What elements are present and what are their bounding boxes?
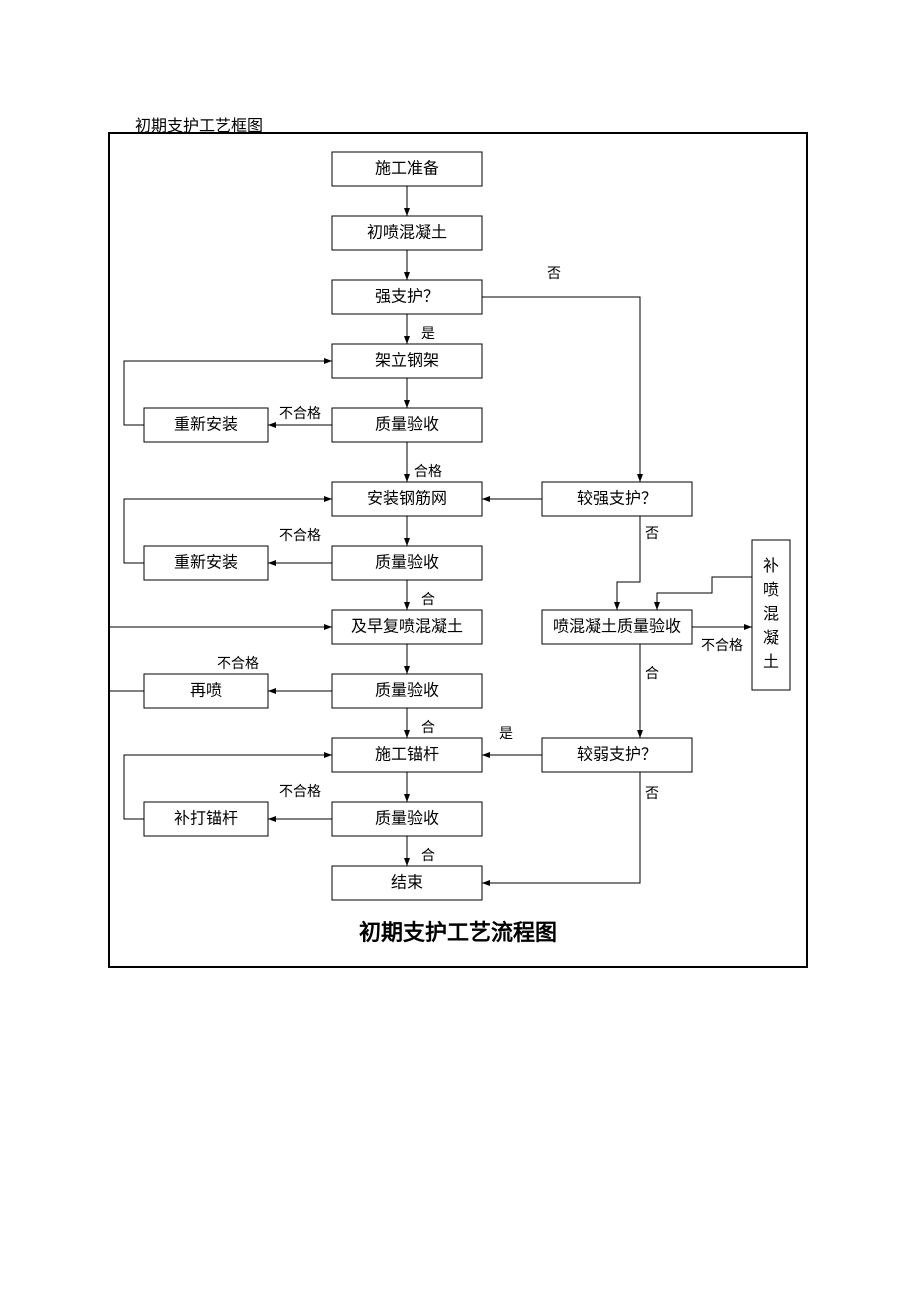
node-label: 质量验收 [375,682,439,700]
node-label: 及早复喷混凝土 [351,618,463,636]
node-label: 安装钢筋网 [367,490,447,508]
node-label: 喷 [763,581,779,599]
node-label: 较强支护？ [577,490,657,508]
edge-label: 合 [421,848,435,864]
edge-label: 合 [421,720,435,736]
node-label: 混 [763,605,779,623]
node-n10: 施工锚杆 [332,738,482,772]
node-n12: 结束 [332,866,482,900]
node-n5: 质量验收 [332,408,482,442]
edge-label: 不合格 [279,406,321,422]
edge-label: 不合格 [279,528,321,544]
diagram-title: 初期支护工艺流程图 [359,920,557,945]
node-label: 强支护？ [375,288,439,306]
edge-label: 否 [645,527,659,542]
edge-label: 否 [547,267,561,282]
node-label: 架立钢架 [375,352,439,370]
node-label: 施工准备 [375,160,439,178]
node-label: 质量验收 [375,810,439,828]
node-label: 重新安装 [174,416,238,434]
edge-label: 不合格 [701,638,743,654]
node-label: 初喷混凝土 [367,224,447,242]
edge-rv-r2 [657,577,752,610]
flowchart-canvas: 是合格合合合不合格不合格不合格不合格否否合不合格是否施工准备初喷混凝土强支护？架… [110,134,806,966]
node-n9: 质量验收 [332,674,482,708]
edge-label: 否 [645,787,659,802]
edge-r1-r2 [617,516,640,610]
node-n8: 及早复喷混凝土 [332,610,482,644]
node-n3: 强支护？ [332,280,482,314]
edge-label: 合格 [414,464,442,480]
node-label: 重新安装 [174,554,238,572]
node-rv: 补喷混凝土 [752,540,790,690]
edge-label: 不合格 [217,656,259,672]
node-n6: 安装钢筋网 [332,482,482,516]
diagram-frame: 是合格合合合不合格不合格不合格不合格否否合不合格是否施工准备初喷混凝土强支护？架… [108,132,808,968]
node-label: 土 [763,653,779,671]
node-n1: 施工准备 [332,152,482,186]
node-n7: 质量验收 [332,546,482,580]
edge-n3-r1 [482,297,640,482]
node-n4: 架立钢架 [332,344,482,378]
edge-label: 是 [499,727,513,742]
edge-label: 不合格 [279,784,321,800]
node-label: 质量验收 [375,554,439,572]
node-n11: 质量验收 [332,802,482,836]
node-r1: 较强支护？ [542,482,692,516]
node-label: 再喷 [190,682,222,700]
edge-label: 合 [421,592,435,608]
node-label: 补打锚杆 [174,810,238,828]
node-label: 较弱支护？ [577,746,657,764]
node-label: 结束 [391,874,423,892]
node-n2: 初喷混凝土 [332,216,482,250]
edge-label: 合 [645,666,659,682]
node-label: 凝 [763,629,779,647]
node-l1: 重新安装 [144,408,268,442]
edge-r3-n12 [482,772,640,883]
node-l3: 再喷 [144,674,268,708]
node-label: 施工锚杆 [375,746,439,764]
node-label: 补 [763,557,779,575]
node-l4: 补打锚杆 [144,802,268,836]
node-r3: 较弱支护？ [542,738,692,772]
edge-label: 是 [421,327,435,342]
node-label: 质量验收 [375,416,439,434]
node-l2: 重新安装 [144,546,268,580]
node-label: 喷混凝土质量验收 [553,618,681,636]
nodes-layer: 施工准备初喷混凝土强支护？架立钢架质量验收安装钢筋网质量验收及早复喷混凝土质量验… [144,152,790,900]
page: 初期支护工艺框图 是合格合合合不合格不合格不合格不合格否否合不合格是否施工准备初… [0,0,920,1302]
node-r2: 喷混凝土质量验收 [542,610,692,644]
